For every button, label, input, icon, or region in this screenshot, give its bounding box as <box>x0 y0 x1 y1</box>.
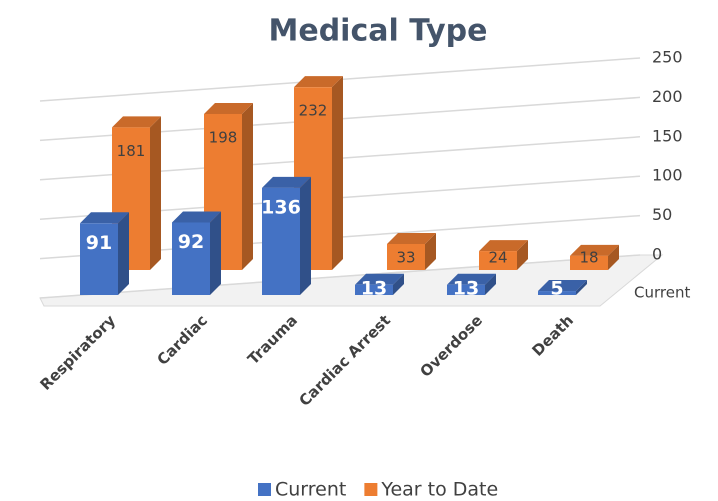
data-label: 232 <box>299 102 328 120</box>
grid-line <box>39 254 641 299</box>
x-tick-label: Respiratory <box>36 311 119 394</box>
bar <box>447 284 485 295</box>
bar <box>355 284 393 295</box>
data-label: 13 <box>453 278 479 300</box>
x-tick-label: Death <box>528 311 577 360</box>
data-label: 92 <box>178 231 204 253</box>
bar <box>172 222 210 295</box>
legend-label: Year to Date <box>380 479 498 501</box>
bar-side <box>425 232 436 270</box>
data-label: 198 <box>209 128 238 146</box>
bar-side <box>300 176 311 295</box>
bar-top <box>479 240 528 252</box>
bar <box>80 223 118 295</box>
bar-side <box>517 240 528 270</box>
bar-side <box>485 273 496 295</box>
bar <box>479 251 517 270</box>
bar-top <box>172 211 221 223</box>
depth-axis-label: Current <box>634 284 690 302</box>
bar-side <box>393 273 404 295</box>
y-tick-label: 200 <box>652 87 683 106</box>
bar-side <box>576 280 587 295</box>
chart-title: Medical Type <box>269 14 488 49</box>
x-tick-label: Cardiac Arrest <box>295 311 394 410</box>
x-tick-label: Trauma <box>244 311 301 368</box>
bar-side <box>332 76 343 271</box>
data-label: 33 <box>396 249 415 267</box>
bar-side <box>608 244 619 270</box>
bar-top <box>204 102 253 114</box>
bar-top <box>112 116 161 128</box>
data-label: 24 <box>488 249 507 267</box>
bar <box>570 255 608 270</box>
y-tick-label: 50 <box>652 205 672 224</box>
data-label: 13 <box>361 278 387 300</box>
data-label: 18 <box>579 249 598 267</box>
data-label: 91 <box>86 232 112 254</box>
y-tick-label: 150 <box>652 126 683 145</box>
data-label: 5 <box>550 278 563 300</box>
bar-top <box>262 176 311 188</box>
bar-top <box>387 232 436 244</box>
y-tick-label: 0 <box>652 245 662 264</box>
x-tick-label: Overdose <box>417 311 486 380</box>
y-tick-label: 100 <box>652 166 683 185</box>
bar-top <box>80 212 129 224</box>
bar <box>387 243 425 270</box>
bar-top <box>538 280 587 292</box>
bar-top <box>447 273 496 285</box>
x-tick-label: Cardiac <box>153 311 211 369</box>
data-label: 136 <box>261 196 301 218</box>
legend-swatch <box>364 483 378 496</box>
bar-side <box>242 102 253 270</box>
bar-side <box>210 211 221 295</box>
bar-top <box>355 273 404 285</box>
data-label: 181 <box>117 142 146 160</box>
bar-top <box>294 76 343 88</box>
bar-side <box>118 212 129 295</box>
bar-side <box>150 116 161 270</box>
y-tick-label: 250 <box>652 48 683 67</box>
bar <box>262 187 300 295</box>
bar-top <box>570 244 619 256</box>
legend-label: Current <box>275 479 346 501</box>
legend-swatch <box>258 483 271 496</box>
bar <box>538 291 576 295</box>
